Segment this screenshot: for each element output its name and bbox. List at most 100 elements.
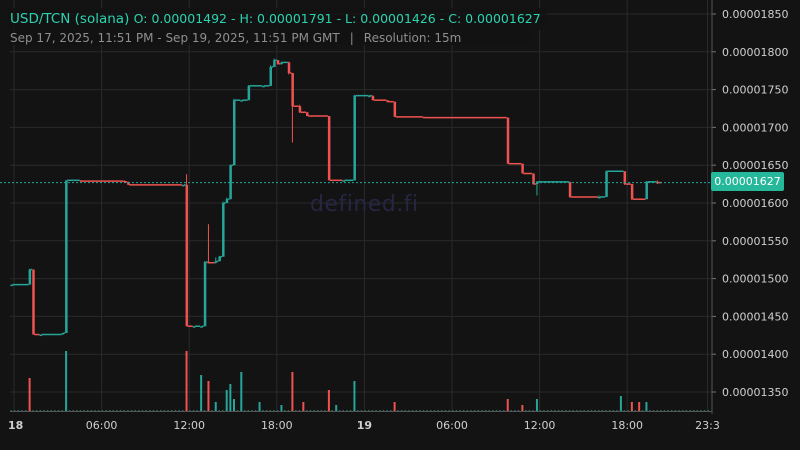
x-tick-label: 12:00 [173, 419, 205, 432]
volume-tick [236, 410, 239, 411]
volume-tick [528, 410, 531, 411]
volume-tick [338, 410, 341, 411]
candle-body [65, 180, 68, 334]
volume-tick [32, 410, 34, 411]
volume-tick [554, 410, 556, 411]
volume-tick [265, 410, 268, 411]
volume-tick [43, 410, 45, 411]
volume-tick [97, 410, 100, 411]
volume-tick [371, 410, 374, 411]
volume-tick [10, 410, 12, 411]
x-tick-label: 18 [8, 419, 23, 432]
volume-tick [583, 410, 585, 411]
volume-bar [506, 399, 509, 411]
volume-tick [189, 410, 191, 411]
volume-tick [87, 410, 89, 411]
volume-tick [21, 410, 23, 411]
volume-tick [174, 410, 177, 411]
volume-tick [119, 410, 122, 411]
candle-body [598, 196, 601, 199]
last-price-tag: 0.00001627 [711, 172, 784, 191]
volume-tick [94, 410, 96, 411]
volume-tick [35, 410, 38, 411]
volume-bar [185, 351, 188, 411]
candle-body [181, 184, 185, 187]
volume-tick [674, 410, 677, 411]
volume-bar [638, 402, 641, 411]
candle-body [229, 165, 232, 200]
volume-tick [243, 410, 246, 411]
volume-tick [689, 410, 691, 411]
candle-body [269, 66, 272, 86]
volume-tick [455, 410, 458, 411]
volume-bar [619, 396, 622, 411]
volume-tick [262, 410, 264, 411]
volume-tick [68, 410, 71, 411]
candle-body [240, 100, 243, 102]
candle-body [298, 106, 302, 113]
candle-body [287, 62, 291, 73]
candle-body [623, 171, 627, 185]
separator: | [349, 31, 354, 45]
volume-tick [57, 410, 60, 411]
volume-tick [192, 410, 195, 411]
volume-tick [660, 410, 662, 411]
x-axis[interactable]: 18 06:00 12:00 18:00 19 06:00 12:00 18:00 23:3 [8, 411, 720, 433]
x-tick-label: 18:00 [611, 419, 643, 432]
ohlc-readout: O: 0.00001492 - H: 0.00001791 - L: 0.000… [133, 11, 541, 26]
candle-body [371, 95, 375, 101]
volume-tick [105, 410, 107, 411]
volume-tick [324, 410, 326, 411]
y-tick-label: 0.00001450 [722, 310, 788, 323]
volume-tick [364, 410, 366, 411]
volume-tick [623, 410, 626, 411]
candle-body [368, 95, 371, 98]
volume-tick [138, 410, 140, 411]
volume-tick [433, 410, 436, 411]
volume-bar [335, 405, 338, 411]
volume-tick [306, 410, 308, 411]
volume-bar [207, 381, 210, 411]
volume-tick [546, 410, 549, 411]
volume-tick [149, 410, 151, 411]
volume-tick [130, 410, 133, 411]
volume-tick [426, 410, 428, 411]
volume-bar [353, 381, 356, 411]
y-tick-label: 0.00001750 [722, 84, 788, 97]
volume-tick [634, 410, 636, 411]
volume-tick [134, 410, 136, 411]
candle-body [630, 184, 634, 200]
volume-tick [276, 410, 279, 411]
candle-body [247, 85, 251, 101]
volume-tick [346, 410, 348, 411]
volume-tick [652, 410, 655, 411]
volume-tick [579, 410, 582, 411]
volume-tick [254, 410, 257, 411]
volume-tick [320, 410, 323, 411]
volume-tick [649, 410, 651, 411]
volume-tick [557, 410, 560, 411]
volume-bar [291, 372, 294, 411]
volume-tick [576, 410, 578, 411]
chart-header: USD/TCN (solana) O: 0.00001492 - H: 0.00… [8, 8, 547, 30]
volume-tick [696, 410, 699, 411]
volume-tick [663, 410, 666, 411]
volume-tick [517, 410, 520, 411]
volume-tick [437, 410, 439, 411]
volume-tick [101, 410, 104, 411]
volume-tick [608, 410, 611, 411]
y-axis[interactable]: 0.00001850 0.00001800 0.00001750 0.00001700… [711, 0, 788, 414]
y-tick-label: 0.00001350 [722, 386, 788, 399]
candle-body [79, 180, 83, 182]
volume-tick [90, 410, 93, 411]
volume-tick [108, 410, 111, 411]
volume-tick [539, 410, 542, 411]
volume-bar [535, 399, 538, 411]
candle-body [422, 116, 426, 119]
volume-bar [200, 375, 203, 411]
volume-tick [572, 410, 574, 411]
volume-tick [342, 410, 344, 411]
volume-tick [298, 410, 301, 411]
